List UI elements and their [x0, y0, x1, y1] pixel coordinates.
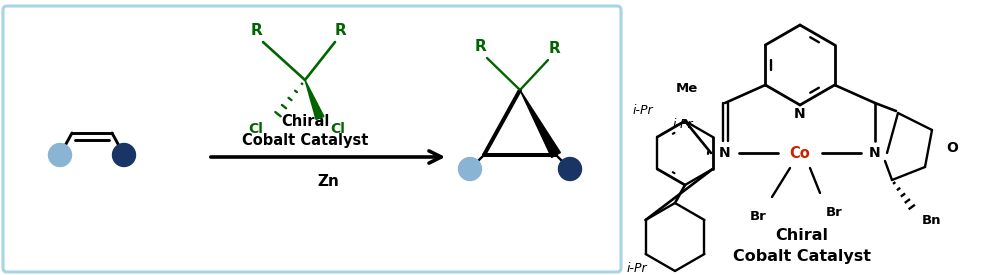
Text: Me: Me: [676, 82, 698, 95]
Polygon shape: [305, 80, 324, 120]
Circle shape: [459, 158, 481, 180]
Text: i-Pr: i-Pr: [633, 104, 653, 117]
Text: Cl: Cl: [248, 122, 263, 136]
Circle shape: [48, 144, 72, 166]
Text: Co: Co: [789, 145, 811, 161]
Text: Br: Br: [826, 206, 842, 219]
Text: R: R: [250, 23, 262, 38]
Text: O: O: [947, 142, 958, 155]
Text: i-Pr: i-Pr: [627, 263, 647, 275]
Polygon shape: [520, 90, 560, 157]
Text: Cobalt Catalyst: Cobalt Catalyst: [733, 249, 871, 265]
Text: R: R: [548, 41, 560, 56]
Text: i-Pr: i-Pr: [673, 119, 694, 131]
Text: Cl: Cl: [330, 122, 344, 136]
Circle shape: [112, 144, 136, 166]
Text: N: N: [869, 146, 881, 160]
Circle shape: [559, 158, 582, 180]
Text: R: R: [336, 23, 347, 38]
Text: Cobalt Catalyst: Cobalt Catalyst: [242, 133, 368, 148]
Text: Bn: Bn: [922, 214, 942, 227]
Text: N: N: [794, 107, 806, 121]
Text: Chiral: Chiral: [280, 114, 330, 130]
Text: R: R: [474, 39, 486, 54]
Text: Br: Br: [750, 210, 767, 223]
Text: Chiral: Chiral: [775, 227, 829, 243]
Text: N: N: [719, 146, 731, 160]
FancyBboxPatch shape: [3, 6, 621, 272]
Text: Zn: Zn: [317, 175, 338, 189]
